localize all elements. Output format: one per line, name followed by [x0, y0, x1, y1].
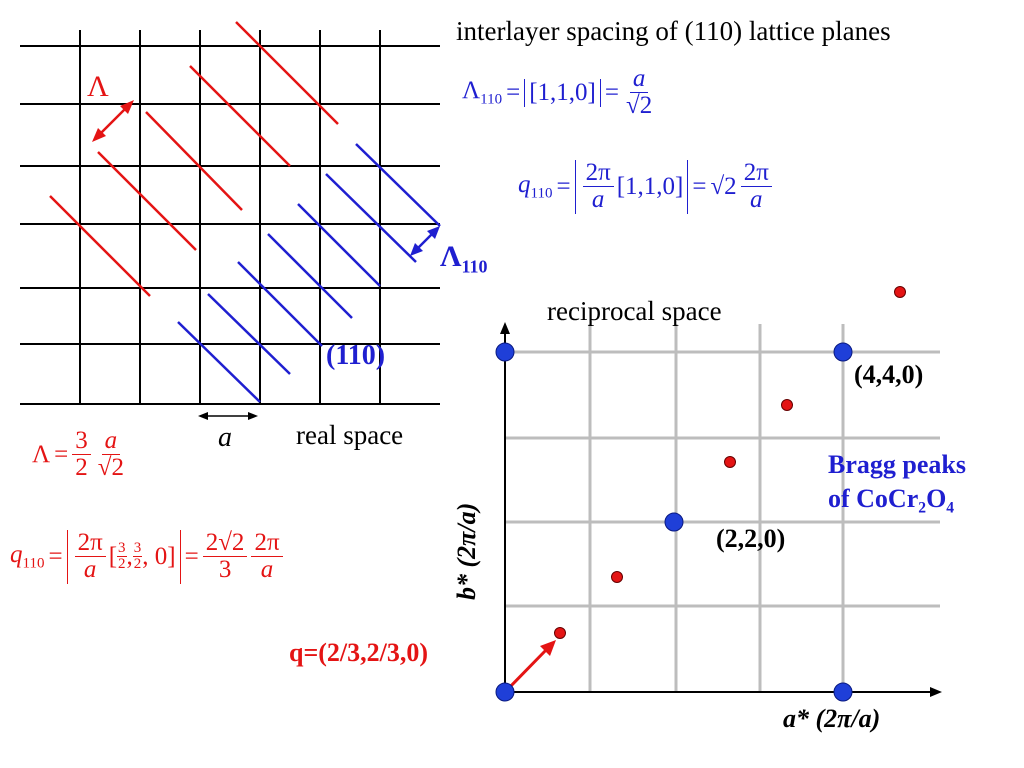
bragg-peak-dot — [665, 513, 683, 531]
satellite-peak-dot — [555, 628, 566, 639]
q-vector-arrow — [505, 640, 556, 692]
red-plane-line — [146, 112, 242, 210]
red-plane-line — [236, 22, 338, 124]
bragg-peak-dot — [834, 683, 852, 701]
plane-110-label: (110) — [326, 340, 385, 372]
lambda-label: Λ — [87, 70, 109, 104]
lambda110-label: Λ110 — [440, 240, 488, 277]
blue-plane-line — [326, 174, 416, 262]
peak-220-label: (2,2,0) — [716, 524, 785, 554]
q110-blue-equation: q110 = 2π a [1,1,0] = √2 2π a — [516, 160, 774, 214]
red-lattice-planes — [50, 22, 338, 296]
lambda-arrow — [92, 100, 134, 142]
bragg-peak-dot — [496, 683, 514, 701]
red-plane-line — [50, 196, 150, 296]
red-plane-line — [190, 66, 290, 166]
blue-plane-line — [356, 144, 440, 226]
lambda110-arrow — [410, 226, 440, 256]
bragg-peak-dot — [834, 343, 852, 361]
lambda110-equation: Λ110 = [1,1,0] = a √2 — [460, 66, 657, 120]
bragg-peaks-label: Bragg peaks of CoCr2O4 — [828, 448, 966, 525]
satellite-peak-dot — [782, 400, 793, 411]
page-title: interlayer spacing of (110) lattice plan… — [456, 16, 891, 47]
y-axis-label: b* (2π/a) — [452, 503, 482, 600]
satellite-peak-dot — [612, 572, 623, 583]
peak-440-label: (4,4,0) — [854, 360, 923, 390]
satellite-peak-dot — [895, 287, 906, 298]
reciprocal-space-label: reciprocal space — [547, 296, 722, 327]
x-axis-label: a* (2π/a) — [783, 704, 880, 734]
satellite-peak-dot — [725, 457, 736, 468]
a-arrow — [198, 412, 258, 420]
bragg-peak-dot — [496, 343, 514, 361]
blue-lattice-planes — [178, 144, 440, 402]
real-space-label: real space — [296, 420, 403, 451]
q-vector-label: q=(2/3,2/3,0) — [289, 638, 428, 668]
a-label: a — [218, 422, 232, 454]
